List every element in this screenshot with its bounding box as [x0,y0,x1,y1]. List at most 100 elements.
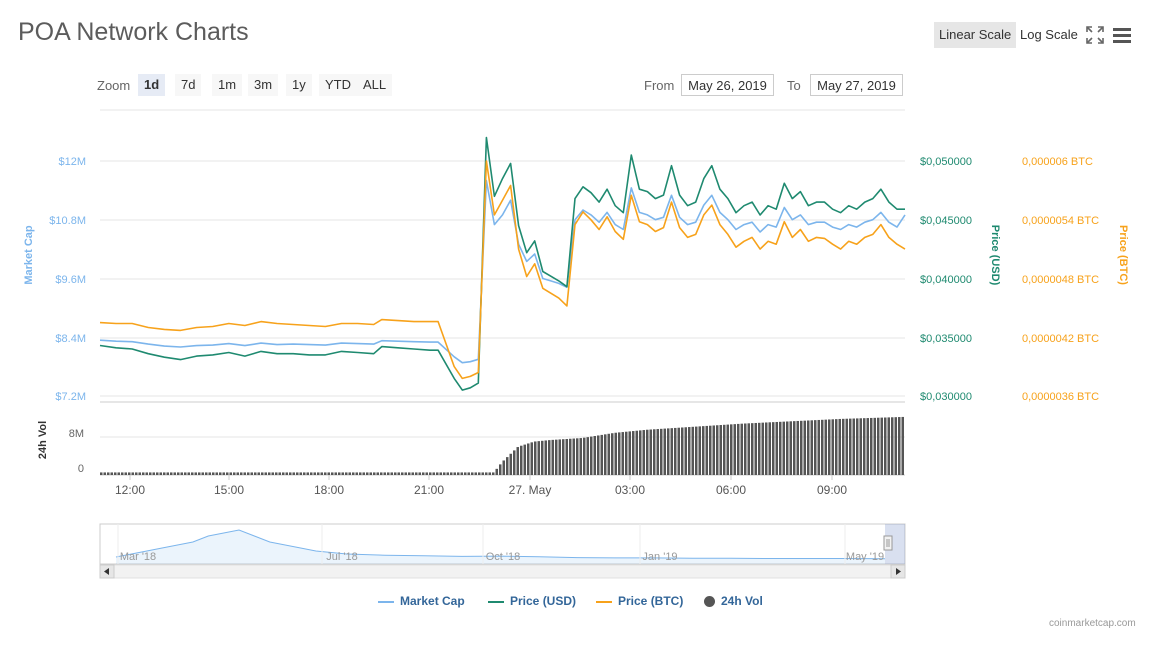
volume-bar [299,472,302,475]
volume-bar [264,472,267,475]
volume-bar [345,472,348,475]
volume-bar [429,472,432,475]
volume-bar [474,472,477,475]
navigator-area [116,530,885,564]
volume-bar [817,419,820,475]
volume-bar [180,472,183,475]
volume-bar [688,427,691,475]
volume-bar [187,472,190,475]
arrow-right-icon [896,568,901,575]
volume-bar [443,472,446,475]
volume-bar [775,421,778,475]
fullscreen-icon[interactable] [1086,26,1104,44]
volume-bar [579,438,582,475]
volume-bar [534,441,537,475]
volume-bar [726,424,729,475]
volume-bar [506,457,509,475]
volume-bar [478,472,481,475]
volume-bar [866,418,869,475]
zoom-button-7d[interactable]: 7d [175,74,202,96]
zoom-button-1y[interactable]: 1y [286,74,312,96]
legend-item-price-btc[interactable]: Price (BTC) [596,594,683,608]
zoom-button-1m[interactable]: 1m [212,74,243,96]
volume-bar [397,472,400,475]
price-usd-tick-label: $0,050000 [920,156,972,168]
linear-scale-button[interactable]: Linear Scale [934,22,1017,48]
scrollbar-track[interactable] [99,564,906,579]
market-cap-line [99,179,906,364]
price-btc-tick-label: 0,0000054 BTC [1022,215,1099,227]
legend-item-market-cap[interactable]: Market Cap [378,594,465,608]
volume-bar [243,472,246,475]
volume-bar [593,436,596,475]
volume-bar [110,472,113,475]
volume-bar [292,472,295,475]
zoom-label: Zoom [97,78,131,93]
volume-bar [404,472,407,475]
volume-bar [296,472,299,475]
volume-bar [870,417,873,475]
volume-bar [607,433,610,475]
volume-bar [537,441,540,475]
volume-bar [422,472,425,475]
volume-bar [128,472,131,475]
volume-bar [166,472,169,475]
volume-bar [765,422,768,475]
volume-bar [569,438,572,475]
market-cap-axis-title: Market Cap [23,225,35,285]
navigator-selected-range[interactable] [885,524,905,564]
legend-item-24h-vol[interactable]: 24h Vol [704,594,763,608]
navigator-handle[interactable] [883,535,893,551]
volume-bar [481,472,484,475]
volume-bar [124,472,127,475]
volume-bar [233,472,236,475]
zoom-button-1d[interactable]: 1d [138,74,166,96]
volume-bar [117,472,120,475]
volume-bar [709,425,712,475]
volume-bar [618,432,621,475]
volume-bar [747,423,750,475]
volume-bar [369,472,372,475]
volume-bar [236,472,239,475]
market-cap-tick-label: $12M [58,156,86,168]
price-btc-tick-label: 0,0000042 BTC [1022,333,1099,345]
zoom-button-ytd[interactable]: YTD [319,74,357,96]
to-date-input[interactable] [810,74,903,96]
volume-bar [541,440,544,475]
volume-bar [590,436,593,475]
volume-bar [352,472,355,475]
volume-bar [394,472,397,475]
volume-bar [684,427,687,475]
log-scale-button[interactable]: Log Scale [1020,27,1078,42]
volume-bar [698,426,701,475]
legend-label: Market Cap [400,594,465,608]
volume-bar [600,434,603,475]
volume-bar [401,472,404,475]
volume-bar [373,472,376,475]
page-title: POA Network Charts [18,18,249,46]
navigator-label: Jul '18 [326,551,357,563]
volume-bar [737,423,740,475]
volume-bar [677,427,680,475]
volume-bar [268,472,271,475]
volume-bar [145,472,148,475]
volume-bar [509,453,512,475]
volume-axis-title: 24h Vol [37,421,49,459]
volume-bar [901,416,904,475]
zoom-button-3m[interactable]: 3m [248,74,279,96]
volume-bar [121,472,124,475]
volume-bar [786,421,789,475]
volume-bar [355,472,358,475]
volume-bar [810,420,813,475]
volume-bar [730,424,733,475]
volume-bar [719,425,722,475]
volume-bar [261,472,264,475]
legend-item-price-usd[interactable]: Price (USD) [488,594,576,608]
volume-bar [334,472,337,475]
menu-icon[interactable] [1112,26,1132,44]
from-date-input[interactable] [681,74,774,96]
price-usd-tick-label: $0,030000 [920,391,972,403]
volume-tick-label: 0 [78,463,84,475]
zoom-button-all[interactable]: ALL [357,74,393,96]
